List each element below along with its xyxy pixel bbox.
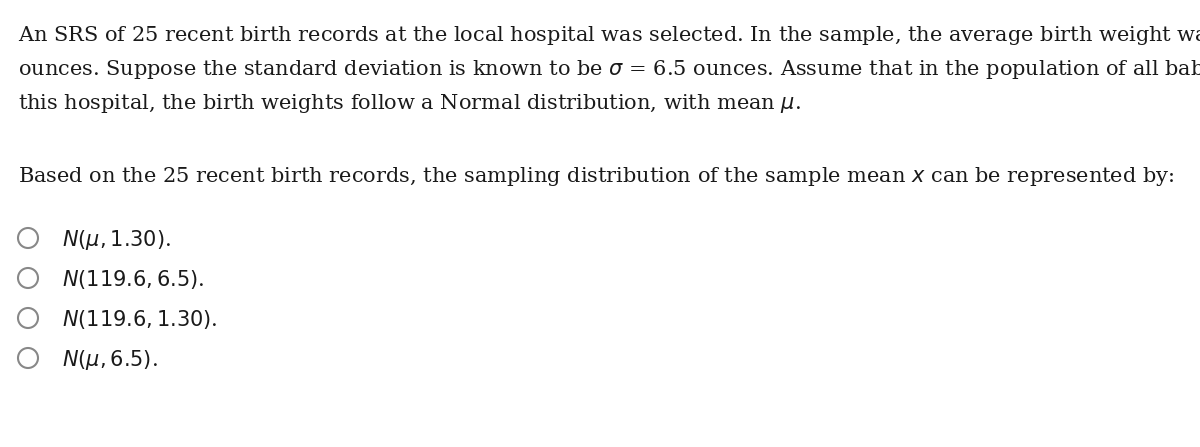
Text: An SRS of 25 recent birth records at the local hospital was selected. In the sam: An SRS of 25 recent birth records at the… xyxy=(18,24,1200,47)
Text: $N(\mu, 1.30)$.: $N(\mu, 1.30)$. xyxy=(62,228,172,252)
Text: Based on the 25 recent birth records, the sampling distribution of the sample me: Based on the 25 recent birth records, th… xyxy=(18,165,1175,188)
Text: $N(\mu, 6.5)$.: $N(\mu, 6.5)$. xyxy=(62,348,158,372)
Text: this hospital, the birth weights follow a Normal distribution, with mean $\mu$.: this hospital, the birth weights follow … xyxy=(18,92,800,115)
Text: $N(119.6, 6.5)$.: $N(119.6, 6.5)$. xyxy=(62,268,204,291)
Text: $N(119.6, 1.30)$.: $N(119.6, 1.30)$. xyxy=(62,308,217,331)
Text: ounces. Suppose the standard deviation is known to be $\sigma$ = 6.5 ounces. Ass: ounces. Suppose the standard deviation i… xyxy=(18,58,1200,81)
